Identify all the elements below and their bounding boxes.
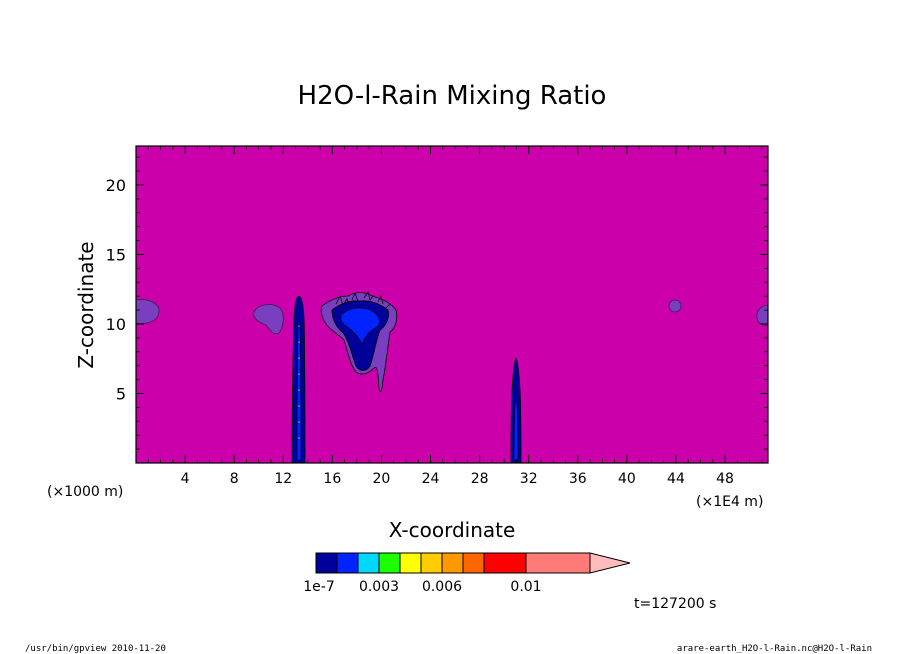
x-tick-label: 12 [274, 471, 292, 487]
colorbar-swatch [420, 552, 443, 574]
x-tick-label: 24 [422, 471, 440, 487]
x-unit-label: (×1000 m) [47, 484, 123, 500]
colorbar-tick-label: 0.003 [359, 579, 399, 595]
plot-background [136, 146, 768, 463]
colorbar-tick-label: 0.006 [422, 579, 462, 595]
x-unit-label-right: (×1E4 m) [696, 494, 763, 510]
colorbar-tick-label: 0.01 [510, 579, 541, 595]
colorbar-swatch [462, 552, 485, 574]
colorbar-tick-label: 1e-7 [303, 579, 334, 595]
x-tick-label: 40 [618, 471, 636, 487]
rain-column-x31-core [513, 399, 519, 461]
y-tick-label: 10 [106, 315, 126, 334]
y-axis-title: Z-coordinate [74, 241, 98, 368]
footer-left: /usr/bin/gpview 2010-11-20 [25, 644, 166, 654]
colorbar [315, 552, 631, 574]
rain-column-x13-core [296, 323, 302, 461]
chart-title: H2O-l-Rain Mixing Ratio [298, 81, 607, 111]
colorbar-swatch [357, 552, 380, 574]
colorbar-swatch [315, 552, 338, 574]
colorbar-swatch [378, 552, 401, 574]
colorbar-swatch [399, 552, 422, 574]
x-tick-label: 32 [520, 471, 538, 487]
footer-right: arare-earth_H2O-l-Rain.nc@H2O-l-Rain [677, 644, 872, 654]
cloud-mass-x18-inner [340, 307, 380, 345]
x-tick-label: 44 [667, 471, 685, 487]
cloud-mass-x18-contours [335, 291, 391, 309]
x-tick-label: 36 [569, 471, 587, 487]
x-tick-label: 20 [373, 471, 391, 487]
left-edge-blob [135, 299, 160, 324]
small-blob-x43 [668, 299, 682, 313]
colorbar-labels: 1e-7 0.003 0.006 0.01 [303, 579, 541, 595]
colorbar-extend-arrow [589, 552, 631, 574]
x-tick-label: 48 [716, 471, 734, 487]
x-tick-label: 4 [181, 471, 190, 487]
y-tick-label: 20 [106, 176, 126, 195]
time-label: t=127200 s [634, 596, 716, 612]
y-tick-label: 15 [106, 245, 126, 264]
colorbar-swatch [441, 552, 464, 574]
x-tick-label: 28 [471, 471, 489, 487]
plot-frame [135, 145, 769, 464]
colorbar-swatch [525, 552, 591, 574]
small-blob-x11 [253, 304, 284, 335]
x-tick-label: 16 [323, 471, 341, 487]
x-tick-label: 8 [230, 471, 239, 487]
y-axis-ticks: 5 10 15 20 [106, 156, 768, 450]
x-axis-ticks: 4 8 12 16 20 24 28 32 36 40 44 48 [147, 146, 763, 487]
colorbar-swatch [483, 552, 527, 574]
colorbar-swatch [336, 552, 359, 574]
x-axis-title: X-coordinate [389, 518, 516, 542]
y-tick-label: 5 [116, 384, 126, 403]
plot-area [135, 145, 769, 464]
